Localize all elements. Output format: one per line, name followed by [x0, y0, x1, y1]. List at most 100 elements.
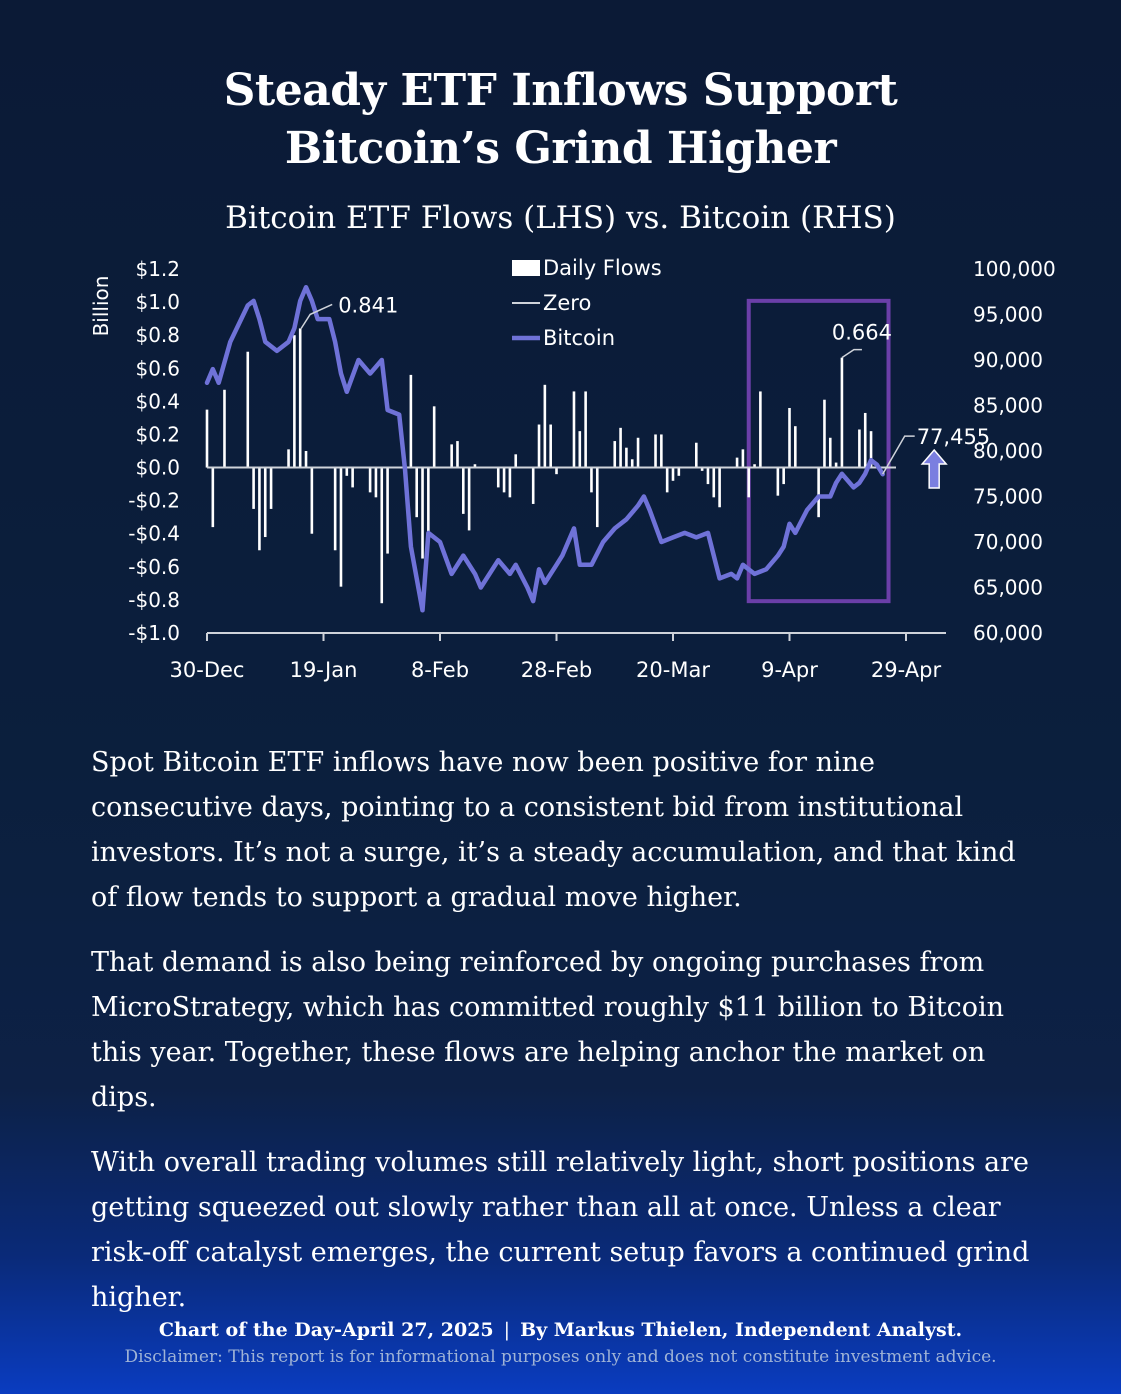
flow-bar-68 [794, 426, 797, 468]
flow-bar-5 [258, 467, 261, 551]
flow-bar-67 [788, 407, 791, 468]
legend-label: Zero [543, 291, 591, 315]
flow-bar-59 [718, 467, 721, 508]
bitcoin-line [204, 284, 885, 613]
flow-bar-60 [735, 457, 739, 468]
y-left-tick-label: $0.2 [135, 422, 180, 446]
body-text: Spot Bitcoin ETF inflows have now been p… [91, 740, 1031, 1340]
y-left-tick-label: $0.4 [135, 389, 180, 413]
legend-label: Bitcoin [543, 326, 615, 350]
flow-bar-2 [223, 389, 226, 468]
flow-bar-35 [531, 467, 535, 504]
flow-bar-19 [380, 467, 384, 604]
flow-bar-7 [269, 467, 273, 509]
flow-bar-3 [246, 351, 250, 468]
flow-bar-50 [654, 434, 657, 468]
flow-bar-38 [549, 424, 552, 468]
flow-bar-39 [555, 467, 558, 475]
y-left-tick-label: -$0.6 [128, 555, 180, 579]
flow-bar-56 [700, 467, 704, 471]
flow-bar-1 [211, 467, 215, 528]
flow-bar-55 [695, 442, 698, 468]
flow-bar-11 [304, 451, 308, 468]
flow-bar-23 [421, 467, 424, 559]
flow-bar-25 [432, 406, 436, 468]
flow-bar-36 [537, 424, 541, 468]
flow-bar-22 [415, 467, 418, 518]
x-tick-label: 30-Dec [170, 658, 245, 682]
flow-bar-64 [759, 391, 762, 468]
flow-bar-58 [712, 467, 716, 498]
footer: Chart of the Day-April 27, 2025 | By Marku… [0, 1316, 1121, 1370]
flow-bar-30 [473, 464, 477, 468]
footer-disclaimer: Disclaimer: This report is for informati… [124, 1347, 997, 1367]
x-tick-label: 8-Feb [411, 658, 469, 682]
flow-bar-16 [351, 467, 354, 488]
y-right-tick-label: 75,000 [973, 485, 1043, 509]
x-tick-label: 20-Mar [636, 658, 710, 682]
flow-bar-54 [677, 467, 681, 476]
flow-bar-20 [386, 467, 389, 554]
etf-flows-chart: -$1.0 -$0.8 -$0.6 -$0.4 -$0.2 $0.0 $0.2 $0.4 $0.… [89, 256, 1056, 682]
footer-credit: Chart of the Day-April 27, 2025 | By Marku… [0, 1316, 1121, 1344]
flow-bar-34 [514, 454, 518, 468]
flow-bar-63 [753, 464, 756, 468]
leader-bitcoin-last [882, 435, 915, 475]
flow-bar-70 [823, 399, 826, 468]
flow-bar-21 [409, 374, 413, 468]
flow-bar-71 [828, 437, 832, 468]
flow-bar-8 [287, 449, 290, 468]
footer-separator: | [503, 1319, 511, 1341]
flow-bar-66 [782, 467, 785, 485]
footer-author: By Markus Thielen, Independent Analyst. [520, 1319, 963, 1341]
flow-bar-0 [205, 409, 209, 468]
flow-bar-51 [660, 434, 663, 468]
flow-bar-26 [450, 444, 453, 468]
paragraph-3: With overall trading volumes still relat… [91, 1147, 1030, 1313]
flow-bar-14 [339, 467, 343, 587]
y-left-tick-label: $0.0 [135, 456, 180, 480]
y-left-tick-label: $1.2 [135, 257, 180, 281]
x-tick-label: 29-Apr [871, 658, 942, 682]
flow-bar-72 [834, 462, 838, 468]
y-right-tick-label: 100,000 [973, 257, 1056, 281]
x-tick-label: 9-Apr [761, 658, 818, 682]
flow-bar-24 [427, 467, 430, 538]
paragraph-1: Spot Bitcoin ETF inflows have now been p… [91, 747, 1016, 913]
flow-bar-6 [263, 467, 267, 538]
y-right-tick-label: 90,000 [973, 348, 1043, 372]
flow-bar-33 [508, 467, 512, 498]
title-line-1: Steady ETF Inflows Support [223, 65, 898, 116]
flow-bar-52 [665, 467, 669, 493]
leader-flow-peak-jan [300, 303, 333, 329]
up-arrow-icon [920, 448, 948, 489]
flow-bar-44 [595, 467, 599, 528]
flow-bar-13 [333, 467, 337, 551]
y-right-tick-label: 65,000 [973, 576, 1043, 600]
y-left-tick-label: -$1.0 [128, 621, 180, 645]
flow-bar-69 [817, 467, 820, 518]
flow-bar-17 [368, 467, 372, 493]
flow-bar-65 [776, 467, 780, 496]
flow-bar-12 [310, 467, 314, 534]
flow-bar-43 [590, 467, 593, 493]
annotation-label: 0.841 [338, 293, 398, 317]
page-title: Steady ETF Inflows Support Bitcoin’s Gri… [0, 62, 1121, 178]
x-tick-label: 19-Jan [290, 658, 358, 682]
y-left-tick-label: -$0.8 [128, 588, 180, 612]
flow-bar-62 [747, 467, 751, 498]
flow-bar-31 [496, 467, 500, 488]
flow-bar-15 [345, 467, 349, 476]
flow-bar-40 [572, 391, 576, 468]
legend-label: Daily Flows [543, 256, 662, 280]
y-left-tick-label: $0.8 [135, 323, 180, 347]
y-axis-label-left: Billion [89, 276, 113, 337]
flow-bar-53 [671, 467, 675, 481]
y-right-tick-label: 60,000 [973, 621, 1043, 645]
flow-bar-10 [298, 328, 302, 468]
y-left-tick-label: $1.0 [135, 290, 180, 314]
flow-bar-29 [467, 467, 471, 531]
chart-subtitle: Bitcoin ETF Flows (LHS) vs. Bitcoin (RHS… [225, 200, 896, 236]
flow-bar-18 [374, 467, 378, 498]
flow-bar-75 [863, 412, 867, 468]
